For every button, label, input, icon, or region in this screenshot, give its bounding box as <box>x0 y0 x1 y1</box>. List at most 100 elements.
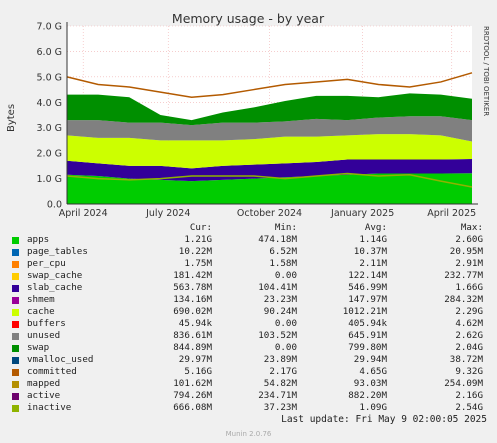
y-tick-label: 6.0 G <box>37 47 63 58</box>
legend-label: apps <box>27 234 50 245</box>
legend-row-apps: apps 1.21G 474.18M 1.14G 2.60G <box>12 234 492 246</box>
axes <box>66 22 478 205</box>
legend-row-vmalloc-used: vmalloc_used 29.97M 23.89M 29.94M 38.72M <box>12 354 492 366</box>
legend-min: 23.23M <box>263 294 297 305</box>
legend-header-avg: Avg: <box>364 222 387 233</box>
legend-min: 54.82M <box>263 378 297 389</box>
legend-max: 254.09M <box>444 378 483 389</box>
legend-max: 9.32G <box>455 366 483 377</box>
legend-cur: 666.08M <box>173 402 212 413</box>
legend-cur: 45.94k <box>178 318 212 329</box>
legend-cur: 563.78M <box>173 282 212 293</box>
watermark: RRDTOOL / TOBI OETIKER <box>482 26 490 116</box>
legend-row-buffers: buffers 45.94k 0.00 405.94k 4.62M <box>12 318 492 330</box>
area-unused <box>67 116 472 142</box>
legend-header-min: Min: <box>274 222 297 233</box>
legend-avg: 645.91M <box>348 330 387 341</box>
legend-label: swap_cache <box>27 270 83 281</box>
legend-swatch <box>12 381 19 388</box>
legend-max: 2.04G <box>455 342 483 353</box>
legend-cur: 10.22M <box>178 246 212 257</box>
legend-swatch <box>12 405 19 412</box>
legend-avg: 29.94M <box>353 354 387 365</box>
legend-swatch <box>12 357 19 364</box>
legend-avg: 122.14M <box>348 270 387 281</box>
legend-header-max: Max: <box>460 222 483 233</box>
legend-min: 37.23M <box>263 402 297 413</box>
chart-title: Memory usage - by year <box>172 11 325 26</box>
legend-avg: 147.97M <box>348 294 387 305</box>
legend-max: 38.72M <box>449 354 483 365</box>
area-swap <box>67 93 472 126</box>
legend-cur: 794.26M <box>173 390 212 401</box>
munin-version: Munin 2.0.76 <box>225 430 272 438</box>
legend-header: Cur: Min: Avg: Max: <box>12 222 492 234</box>
legend-cur: 836.61M <box>173 330 212 341</box>
area-apps <box>67 173 472 204</box>
area-slab-cache <box>67 158 472 182</box>
legend-label: committed <box>27 366 77 377</box>
legend-avg: 882.20M <box>348 390 387 401</box>
x-tick-label: October 2024 <box>237 208 302 219</box>
y-tick-label: 2.0 G <box>37 149 63 160</box>
legend-max: 2.62G <box>455 330 483 341</box>
legend-max: 2.29G <box>455 306 483 317</box>
legend-label: swap <box>27 342 50 353</box>
line-inactive <box>66 172 473 188</box>
legend-swatch <box>12 261 19 268</box>
legend-row-swap: swap 844.89M 0.00 799.80M 2.04G <box>12 342 492 354</box>
legend-row-inactive: inactive 666.08M 37.23M 1.09G 2.54G <box>12 402 492 414</box>
legend-min: 90.24M <box>263 306 297 317</box>
legend-min: 234.71M <box>258 390 297 401</box>
legend-avg: 93.03M <box>353 378 387 389</box>
legend-avg: 10.37M <box>353 246 387 257</box>
legend-min: 2.17G <box>269 366 297 377</box>
legend-avg: 2.11M <box>359 258 387 269</box>
legend-cur: 844.89M <box>173 342 212 353</box>
legend-swatch <box>12 345 19 352</box>
legend-min: 474.18M <box>258 234 297 245</box>
legend-max: 20.95M <box>449 246 483 257</box>
legend-label: active <box>27 390 61 401</box>
legend-max: 2.91M <box>455 258 483 269</box>
legend-cur: 181.42M <box>173 270 212 281</box>
legend-row-page-tables: page_tables 10.22M 6.52M 10.37M 20.95M <box>12 246 492 258</box>
legend-cur: 1.75M <box>184 258 212 269</box>
legend-avg: 1.09G <box>359 402 387 413</box>
y-tick-label: 4.0 G <box>37 98 63 109</box>
legend-avg: 799.80M <box>348 342 387 353</box>
y-tick-label: 0.0 <box>47 200 62 211</box>
legend-label: shmem <box>27 294 55 305</box>
line-committed <box>66 72 473 98</box>
y-tick-label: 1.0 G <box>37 174 63 185</box>
legend: Cur: Min: Avg: Max: apps 1.21G 474.18M 1.14… <box>12 222 492 414</box>
last-update: Last update: Fri May 9 02:00:05 2025 <box>281 414 487 425</box>
legend-swatch <box>12 237 19 244</box>
legend-min: 0.00 <box>274 342 297 353</box>
legend-cur: 29.97M <box>178 354 212 365</box>
area-cache <box>67 134 472 169</box>
legend-max: 2.16G <box>455 390 483 401</box>
legend-swatch <box>12 369 19 376</box>
legend-label: slab_cache <box>27 282 83 293</box>
legend-min: 1.58M <box>269 258 297 269</box>
legend-max: 2.54G <box>455 402 483 413</box>
y-tick-label: 5.0 G <box>37 72 63 83</box>
legend-cur: 101.62M <box>173 378 212 389</box>
legend-swatch <box>12 333 19 340</box>
legend-row-active: active 794.26M 234.71M 882.20M 2.16G <box>12 390 492 402</box>
x-tick-label: April 2025 <box>427 208 476 219</box>
legend-swatch <box>12 309 19 316</box>
legend-cur: 5.16G <box>184 366 212 377</box>
legend-label: unused <box>27 330 61 341</box>
legend-cur: 1.21G <box>184 234 212 245</box>
legend-avg: 4.65G <box>359 366 387 377</box>
legend-row-swap-cache: swap_cache 181.42M 0.00 122.14M 232.77M <box>12 270 492 282</box>
legend-max: 1.66G <box>455 282 483 293</box>
legend-avg: 405.94k <box>348 318 387 329</box>
legend-swatch <box>12 273 19 280</box>
legend-swatch <box>12 393 19 400</box>
legend-label: inactive <box>27 402 72 413</box>
legend-header-cur: Cur: <box>189 222 212 233</box>
